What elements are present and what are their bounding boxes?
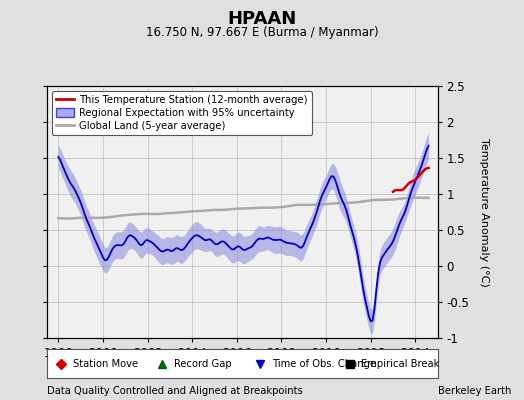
Text: Berkeley Earth: Berkeley Earth: [438, 386, 511, 396]
Text: 16.750 N, 97.667 E (Burma / Myanmar): 16.750 N, 97.667 E (Burma / Myanmar): [146, 26, 378, 39]
Text: Station Move: Station Move: [72, 358, 138, 369]
Text: HPAAN: HPAAN: [227, 10, 297, 28]
Text: Data Quality Controlled and Aligned at Breakpoints: Data Quality Controlled and Aligned at B…: [47, 386, 303, 396]
Text: Record Gap: Record Gap: [174, 358, 232, 369]
Y-axis label: Temperature Anomaly (°C): Temperature Anomaly (°C): [479, 138, 489, 286]
Text: Time of Obs. Change: Time of Obs. Change: [271, 358, 376, 369]
Text: Empirical Break: Empirical Break: [362, 358, 440, 369]
Legend: This Temperature Station (12-month average), Regional Expectation with 95% uncer: This Temperature Station (12-month avera…: [52, 91, 312, 135]
